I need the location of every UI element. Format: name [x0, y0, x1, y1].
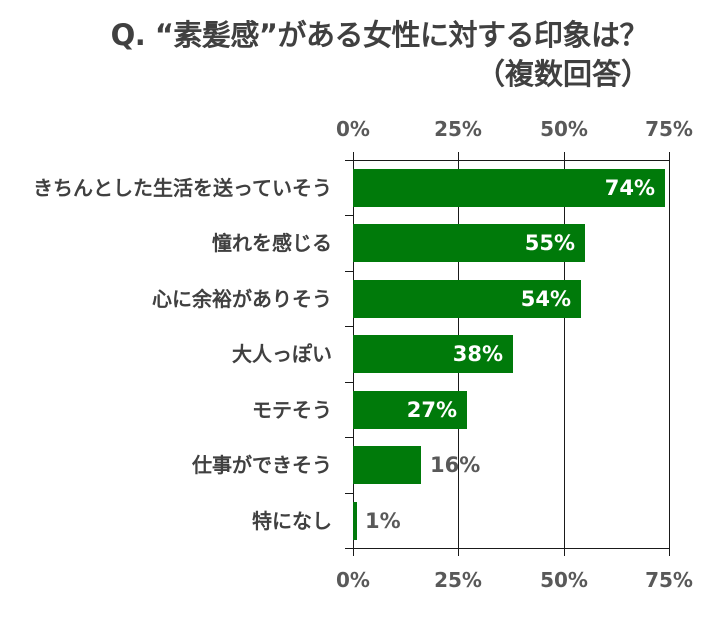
category-label: 大人っぽい — [232, 342, 332, 366]
bottom-tick-0: 0% — [336, 568, 370, 592]
bottom-tick-25: 25% — [434, 568, 482, 592]
top-axis-line — [345, 160, 669, 161]
top-tick-50: 50% — [540, 117, 588, 141]
bar-value-label: 1% — [365, 509, 401, 533]
bar-shigoto: 16% — [353, 446, 480, 484]
gridline-75 — [669, 152, 670, 556]
top-tick-25: 25% — [434, 117, 482, 141]
y-tick — [345, 271, 353, 272]
bar-value-label: 27% — [406, 398, 457, 422]
y-tick — [345, 326, 353, 327]
y-tick — [345, 382, 353, 383]
bottom-tick-50: 50% — [540, 568, 588, 592]
plot-area: 74% 55% 54% 38% 27% 16% 1% — [345, 152, 670, 556]
gridline-50 — [564, 152, 565, 556]
bar-tokuninashi: 1% — [353, 502, 401, 540]
bar-value-label: 16% — [430, 453, 481, 477]
category-label: 心に余裕がありそう — [152, 287, 332, 311]
bar-kichinto: 74% — [353, 169, 665, 207]
bar-value-label: 74% — [604, 176, 655, 200]
top-tick-0: 0% — [336, 117, 370, 141]
bar-motesou: 27% — [353, 391, 467, 429]
bar-value-label: 38% — [452, 342, 503, 366]
bottom-tick-75: 75% — [645, 568, 693, 592]
y-tick — [345, 437, 353, 438]
bar-value-label: 54% — [520, 287, 571, 311]
bar-yoyu: 54% — [353, 280, 581, 318]
bar-otonappoi: 38% — [353, 335, 513, 373]
bar-akogare: 55% — [353, 224, 585, 262]
chart-title: Q. “素髪感”がある女性に対する印象は？ — [110, 18, 649, 52]
category-label: 特になし — [252, 509, 332, 533]
chart-subtitle: （複数回答） — [475, 57, 650, 91]
category-label: モテそう — [252, 398, 332, 422]
category-label: 仕事ができそう — [192, 453, 332, 477]
category-label: 憧れを感じる — [212, 231, 332, 255]
category-label: きちんとした生活を送っていそう — [33, 176, 332, 200]
y-tick — [345, 493, 353, 494]
y-tick — [345, 215, 353, 216]
bottom-axis-line — [345, 548, 669, 549]
bar-value-label: 55% — [524, 231, 575, 255]
top-tick-75: 75% — [645, 117, 693, 141]
